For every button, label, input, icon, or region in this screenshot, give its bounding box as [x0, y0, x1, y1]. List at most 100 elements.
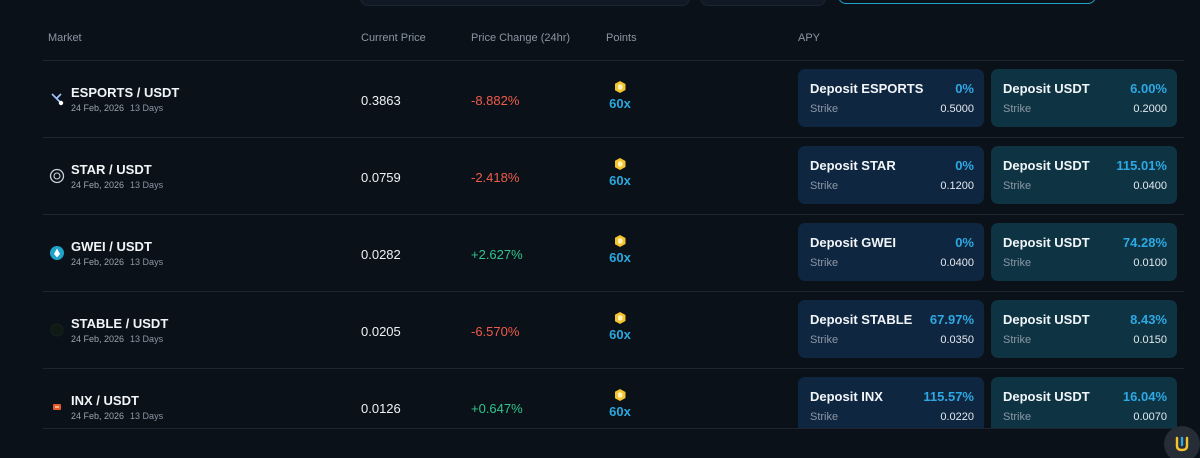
- days-remaining: 13 Days: [130, 103, 164, 113]
- points-hexagon-icon: [614, 389, 626, 401]
- expiry-info: 24 Feb, 2026 13 Days: [71, 103, 163, 113]
- inx-coin-icon: [49, 399, 65, 415]
- price-change: -8.882%: [471, 93, 520, 108]
- points-hexagon-icon: [614, 81, 626, 93]
- table-row[interactable]: STAR / USDT 24 Feb, 2026 13 Days 0.0759 -…: [43, 137, 1184, 214]
- strike-value: 0.0400: [940, 257, 974, 269]
- deposit-usdt-card[interactable]: Deposit USDT 6.00% Strike 0.2000: [991, 69, 1177, 127]
- points-value: 60x: [609, 250, 631, 265]
- strike-label: Strike: [810, 257, 839, 269]
- points-value: 60x: [609, 96, 631, 111]
- deposit-usdt-card[interactable]: Deposit USDT 8.43% Strike 0.0150: [991, 300, 1177, 358]
- strike-value: 0.0220: [940, 411, 974, 423]
- top-toolbar: [0, 0, 1200, 10]
- filter-select[interactable]: [700, 0, 826, 6]
- current-price: 0.0205: [361, 324, 401, 339]
- market-pair[interactable]: INX / USDT: [71, 393, 139, 408]
- deposit-title: Deposit USDT: [1003, 81, 1090, 96]
- deposit-base-card[interactable]: Deposit ESPORTS 0% Strike 0.5000: [798, 69, 984, 127]
- points-multiplier: 60x: [605, 312, 635, 342]
- points-value: 60x: [609, 327, 631, 342]
- strike-value: 0.0150: [1133, 334, 1167, 346]
- points-multiplier: 60x: [605, 389, 635, 419]
- deposit-base-card[interactable]: Deposit STAR 0% Strike 0.1200: [798, 146, 984, 204]
- expiry-date: 24 Feb, 2026: [71, 334, 125, 344]
- deposit-title: Deposit ESPORTS: [810, 81, 924, 96]
- strike-value: 0.0400: [1133, 180, 1167, 192]
- assistant-button[interactable]: [1164, 426, 1200, 458]
- deposit-base-card[interactable]: Deposit GWEI 0% Strike 0.0400: [798, 223, 984, 281]
- deposit-apy: 0%: [955, 235, 974, 250]
- deposit-base-card[interactable]: Deposit INX 115.57% Strike 0.0220: [798, 377, 984, 428]
- strike-label: Strike: [810, 334, 839, 346]
- expiry-date: 24 Feb, 2026: [71, 257, 125, 267]
- points-hexagon-icon: [614, 158, 626, 170]
- market-pair[interactable]: STABLE / USDT: [71, 316, 169, 331]
- deposit-apy: 6.00%: [1130, 81, 1167, 96]
- days-remaining: 13 Days: [130, 334, 164, 344]
- market-pair[interactable]: ESPORTS / USDT: [71, 85, 180, 100]
- price-change: +2.627%: [471, 247, 523, 262]
- strike-label: Strike: [810, 180, 839, 192]
- table-row[interactable]: GWEI / USDT 24 Feb, 2026 13 Days 0.0282 +…: [43, 214, 1184, 291]
- expiry-info: 24 Feb, 2026 13 Days: [71, 180, 163, 190]
- action-button[interactable]: [838, 0, 1096, 4]
- deposit-usdt-card[interactable]: Deposit USDT 16.04% Strike 0.0070: [991, 377, 1177, 428]
- points-value: 60x: [609, 404, 631, 419]
- assistant-logo-icon: [1175, 436, 1189, 452]
- table-row[interactable]: STABLE / USDT 24 Feb, 2026 13 Days 0.0205…: [43, 291, 1184, 368]
- deposit-apy: 0%: [955, 158, 974, 173]
- strike-label: Strike: [1003, 103, 1032, 115]
- strike-value: 0.2000: [1133, 103, 1167, 115]
- expiry-date: 24 Feb, 2026: [71, 103, 125, 113]
- deposit-title: Deposit USDT: [1003, 235, 1090, 250]
- deposit-title: Deposit INX: [810, 389, 883, 404]
- deposit-apy: 8.43%: [1130, 312, 1167, 327]
- market-pair[interactable]: STAR / USDT: [71, 162, 152, 177]
- current-price: 0.3863: [361, 93, 401, 108]
- deposit-apy: 115.57%: [923, 389, 974, 404]
- deposit-title: Deposit GWEI: [810, 235, 896, 250]
- deposit-usdt-card[interactable]: Deposit USDT 74.28% Strike 0.0100: [991, 223, 1177, 281]
- points-multiplier: 60x: [605, 235, 635, 265]
- days-remaining: 13 Days: [130, 257, 164, 267]
- points-multiplier: 60x: [605, 81, 635, 111]
- expiry-info: 24 Feb, 2026 13 Days: [71, 257, 163, 267]
- strike-label: Strike: [1003, 334, 1032, 346]
- current-price: 0.0282: [361, 247, 401, 262]
- strike-label: Strike: [810, 103, 839, 115]
- market-pair[interactable]: GWEI / USDT: [71, 239, 152, 254]
- deposit-title: Deposit STABLE: [810, 312, 913, 327]
- deposit-title: Deposit STAR: [810, 158, 896, 173]
- expiry-date: 24 Feb, 2026: [71, 411, 125, 421]
- esports-coin-icon: [49, 91, 65, 107]
- expiry-date: 24 Feb, 2026: [71, 180, 125, 190]
- expiry-info: 24 Feb, 2026 13 Days: [71, 334, 163, 344]
- price-change: -6.570%: [471, 324, 520, 339]
- days-remaining: 13 Days: [130, 411, 164, 421]
- strike-value: 0.0100: [1133, 257, 1167, 269]
- deposit-usdt-card[interactable]: Deposit USDT 115.01% Strike 0.0400: [991, 146, 1177, 204]
- strike-label: Strike: [1003, 257, 1032, 269]
- strike-label: Strike: [1003, 180, 1032, 192]
- stable-coin-icon: [49, 322, 65, 338]
- table-row[interactable]: ESPORTS / USDT 24 Feb, 2026 13 Days 0.386…: [43, 60, 1184, 137]
- star-coin-icon: [49, 168, 65, 184]
- column-apy[interactable]: APY: [798, 32, 821, 44]
- search-input[interactable]: [360, 0, 690, 6]
- column-current-price[interactable]: Current Price: [361, 32, 426, 44]
- table-row[interactable]: INX / USDT 24 Feb, 2026 13 Days 0.0126 +0…: [43, 368, 1184, 429]
- deposit-base-card[interactable]: Deposit STABLE 67.97% Strike 0.0350: [798, 300, 984, 358]
- column-points[interactable]: Points: [606, 32, 637, 44]
- deposit-title: Deposit USDT: [1003, 158, 1090, 173]
- points-hexagon-icon: [614, 312, 626, 324]
- column-market[interactable]: Market: [48, 32, 82, 44]
- column-price-change[interactable]: Price Change (24hr): [471, 32, 571, 44]
- strike-label: Strike: [810, 411, 839, 423]
- current-price: 0.0126: [361, 401, 401, 416]
- strike-value: 0.0350: [940, 334, 974, 346]
- deposit-title: Deposit USDT: [1003, 312, 1090, 327]
- price-change: +0.647%: [471, 401, 523, 416]
- table-header: Market Current Price Price Change (24hr)…: [0, 32, 1200, 46]
- strike-value: 0.5000: [940, 103, 974, 115]
